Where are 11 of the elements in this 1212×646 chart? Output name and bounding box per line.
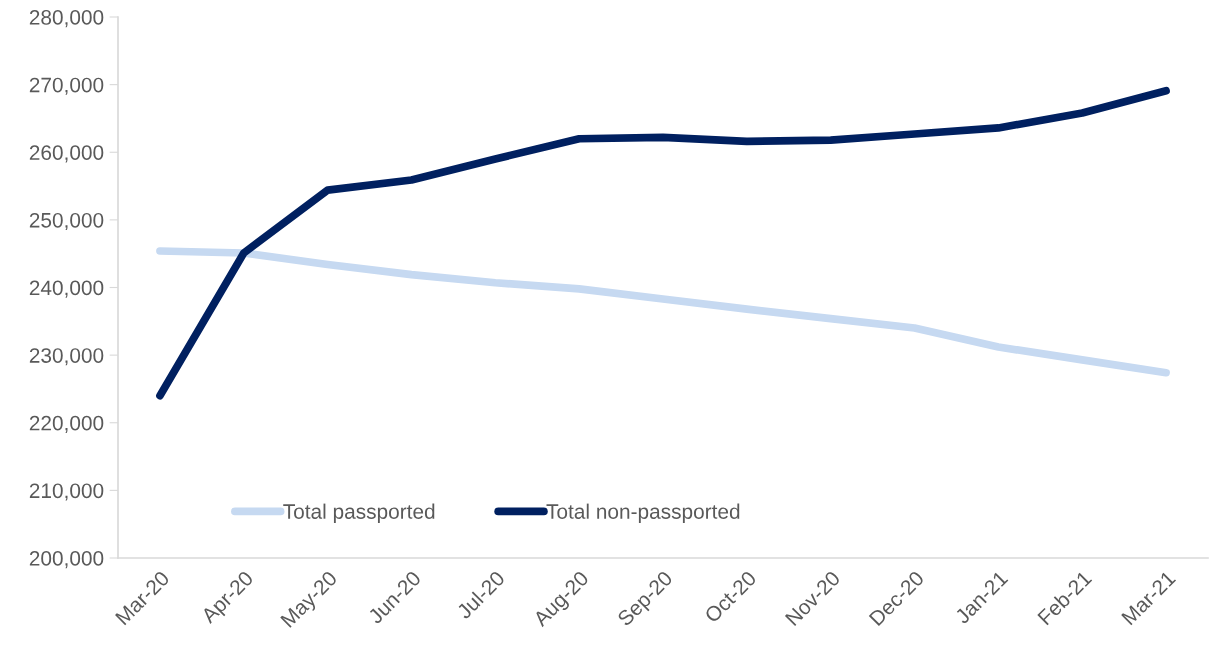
y-tick-label: 280,000	[29, 10, 104, 28]
y-tick-label: 250,000	[29, 212, 104, 231]
y-tick-label: 240,000	[29, 280, 104, 298]
legend-label: Total non-passported	[546, 503, 740, 524]
y-tick-label: 220,000	[29, 415, 104, 433]
y-tick-label: 230,000	[29, 348, 104, 366]
y-tick-label: 260,000	[29, 145, 104, 163]
y-tick-label: 210,000	[29, 483, 104, 501]
y-tick-label: 200,000	[29, 551, 104, 569]
y-tick-label: 270,000	[29, 77, 104, 95]
legend-label: Total passported	[283, 503, 435, 524]
